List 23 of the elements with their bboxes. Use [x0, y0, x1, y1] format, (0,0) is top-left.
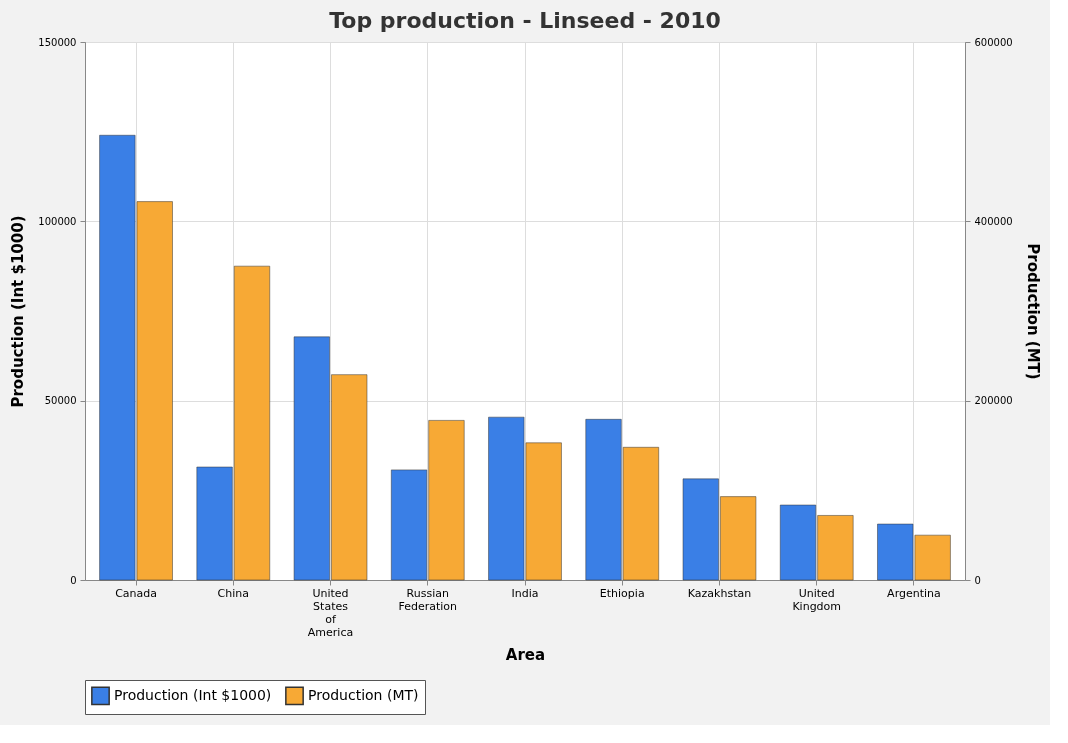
x-tick-label: United States of America: [307, 586, 354, 639]
legend-label: Production (MT): [308, 686, 419, 703]
x-tick-label: Kazakhstan: [687, 586, 752, 600]
y-tick-label: 150000: [38, 36, 77, 48]
chart-title: Top production - Linseed - 2010: [329, 8, 721, 33]
x-tick-label: Canada: [115, 586, 157, 600]
y-tick-label: 0: [70, 574, 77, 586]
x-tick-label: India: [511, 586, 539, 600]
x-tick-label: China: [217, 586, 249, 600]
y2-tick-label: 200000: [974, 395, 1013, 407]
x-tick-label: Ethiopia: [599, 586, 645, 600]
y2-tick-label: 400000: [974, 215, 1013, 227]
y2-tick-label: 0: [974, 574, 981, 586]
x-tick-label: Russian Federation: [398, 586, 458, 613]
x-axis-title: Area: [505, 645, 546, 664]
legend-label: Production (Int $1000): [114, 686, 272, 703]
x-tick-label: Argentina: [887, 586, 941, 600]
y2-axis-title: Production (MT): [1023, 243, 1042, 380]
y-tick-label: 50000: [44, 395, 77, 407]
y-axis-title: Production (Int $1000): [9, 215, 28, 408]
y-tick-label: 100000: [38, 215, 77, 227]
y2-tick-label: 600000: [974, 36, 1013, 48]
x-tick-label: United Kingdom: [792, 586, 842, 613]
